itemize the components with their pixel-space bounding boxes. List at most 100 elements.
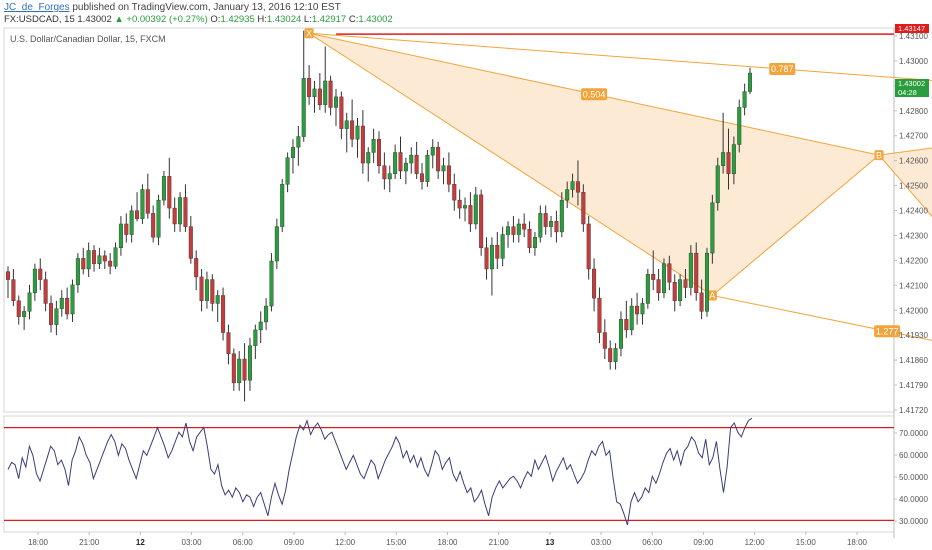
candle-body <box>226 332 231 354</box>
candle-body <box>371 139 376 153</box>
candle-body <box>183 197 188 227</box>
pattern-point-b: B <box>874 150 884 160</box>
price-tick-label: 1.42600 <box>899 157 928 166</box>
time-tick: 03:00 <box>591 532 612 547</box>
candle <box>608 340 613 370</box>
time-tick: 12:00 <box>745 532 765 547</box>
candle <box>403 157 408 185</box>
price-tick: 1.42300 <box>894 231 928 240</box>
candle <box>527 221 532 254</box>
candle <box>38 258 43 291</box>
price-change: +0.00392 (+0.27%) <box>126 14 208 25</box>
candle <box>436 141 441 179</box>
time-tick: 15:00 <box>796 532 817 547</box>
candle-body <box>651 274 656 280</box>
candle-body <box>683 279 688 288</box>
candle-body <box>656 279 661 294</box>
candle <box>129 205 134 243</box>
candle-body <box>737 107 742 145</box>
candle-body <box>532 237 537 249</box>
time-tick-label: 18:00 <box>28 538 49 547</box>
price-badge-green: 04:28 <box>895 88 929 97</box>
rsi-tick-label: 70.0000 <box>899 429 928 438</box>
candle-body <box>269 260 274 307</box>
rsi-tick-label: 60.0000 <box>899 451 928 460</box>
point-box <box>304 28 314 39</box>
author-link[interactable]: JC_de_Forges <box>4 2 70 13</box>
candle-body <box>441 165 446 172</box>
price-tick-label: 1.42400 <box>899 207 928 216</box>
candle-body <box>710 202 715 254</box>
time-tick-label: 09:00 <box>284 538 305 547</box>
candle-body <box>425 154 430 182</box>
pattern-point-a: A <box>707 290 717 301</box>
candle <box>511 216 516 243</box>
time-tick: 12 <box>136 532 145 547</box>
candle-body <box>678 279 683 301</box>
candle-body <box>420 173 425 182</box>
candle <box>688 245 693 296</box>
rsi-tick: 70.0000 <box>894 429 928 438</box>
candle-body <box>694 252 699 294</box>
candle <box>656 268 661 301</box>
candle <box>737 99 742 153</box>
candle <box>522 213 527 238</box>
candle <box>479 189 484 256</box>
candle-body <box>403 162 408 172</box>
candle-body <box>124 223 129 235</box>
candle-body <box>699 292 704 312</box>
candle <box>194 250 199 291</box>
candle <box>457 189 462 219</box>
candle <box>683 268 688 299</box>
up-arrow-icon: ▲ <box>114 14 124 25</box>
ratio-box <box>769 63 796 76</box>
candle-body <box>317 88 322 106</box>
time-tick-label: 15:00 <box>796 538 817 547</box>
pattern-triangle-bcd <box>879 148 932 217</box>
time-axis[interactable]: 18:00 21:00 12 03:00 06:00 09:00 12:00 15:00 18:… <box>28 532 868 547</box>
time-tick: 18:00 <box>28 532 49 547</box>
ratio-box <box>874 325 901 338</box>
candle-body <box>565 189 570 201</box>
candle <box>414 141 419 179</box>
candle-body <box>199 276 204 301</box>
candle <box>75 253 80 293</box>
price-tick-label: 1.42000 <box>899 306 928 315</box>
candle-body <box>748 72 753 92</box>
candle <box>731 136 736 185</box>
candle-body <box>54 308 59 325</box>
open-value: 1.42935 <box>220 14 255 25</box>
candle <box>253 324 258 360</box>
candle <box>360 110 365 174</box>
candle <box>409 147 414 174</box>
price-axis[interactable]: 1.431001.430001.429001.428001.427001.426… <box>894 24 929 415</box>
candle-body <box>178 197 183 225</box>
candle-body <box>688 252 693 288</box>
candle <box>554 210 559 243</box>
candle-body <box>382 165 387 180</box>
candle <box>586 216 591 280</box>
candle-body <box>473 194 478 225</box>
candle-body <box>344 120 349 129</box>
high-value: 1.43024 <box>266 14 302 25</box>
candle <box>597 287 602 344</box>
rsi-line <box>7 417 753 526</box>
candle-body <box>280 184 285 227</box>
candle-body <box>188 226 193 259</box>
candle <box>113 242 118 269</box>
candle-body <box>258 321 263 331</box>
candle-body <box>290 146 295 158</box>
candle <box>559 192 564 238</box>
candle-body <box>452 184 457 201</box>
candle <box>618 311 623 357</box>
candle-body <box>645 274 650 304</box>
candle <box>92 245 97 272</box>
candle-body <box>129 210 134 235</box>
candle <box>172 197 177 232</box>
time-tick: 03:00 <box>182 532 202 547</box>
price-tick: 1.41860 <box>894 356 928 365</box>
candle-body <box>592 268 597 299</box>
candle-body <box>113 247 118 267</box>
